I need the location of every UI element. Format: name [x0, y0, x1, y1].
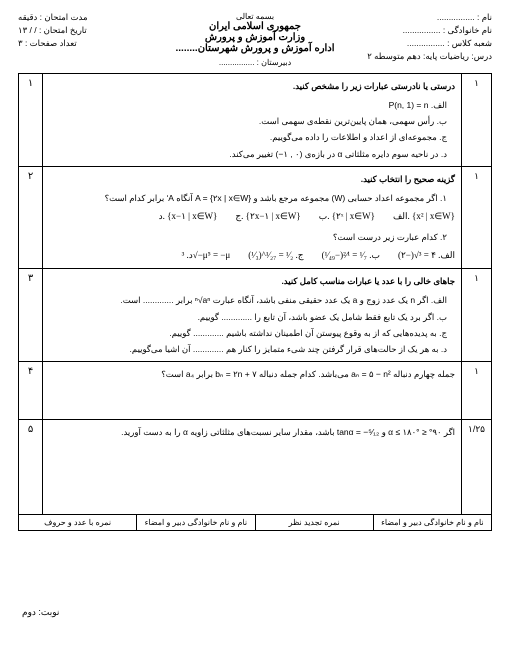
- opt: الف. {x² | x∈W}: [393, 208, 455, 225]
- score-cell: ۱/۲۵: [461, 420, 491, 515]
- content-cell: اگر ۹۰° ≤ α ≤ ۱۸۰° و tanα = −⁵⁄₁₂ باشد، …: [43, 420, 462, 515]
- content-cell: جمله چهارم دنباله aₙ = ۵ − n² می‌باشد. ک…: [43, 362, 462, 420]
- options-row: د. {x−۱ | x∈W} ج. {۲x−۱ | x∈W} ب. {۲ˣ | …: [49, 208, 455, 225]
- question-row-2: ۱ گزینه صحیح را انتخاب کنید. ۱. اگر مجمو…: [19, 166, 492, 269]
- footer-c2: نام و نام خانوادگی دبیر و امضاء: [136, 515, 254, 530]
- q-item: ب. اگر برد یک تابع فقط شامل یک عضو باشد،…: [49, 309, 447, 325]
- header: نام : نام خانوادگی : شعبه کلاس : درس: ری…: [18, 12, 492, 67]
- content-cell: جاهای خالی را با عدد یا عبارات مناسب کام…: [43, 269, 462, 362]
- content-cell: گزینه صحیح را انتخاب کنید. ۱. اگر مجموعه…: [43, 166, 462, 269]
- score-cell: ۱: [461, 166, 491, 269]
- num-cell: ۵: [19, 420, 43, 515]
- bismillah: بسمه تعالی: [175, 12, 334, 21]
- field-subject: درس: ریاضیات پایه: دهم متوسطه ۲: [352, 51, 492, 62]
- q-item: ج. به پدیده‌هایی که از به وقوع پیوستن آن…: [49, 325, 447, 341]
- header-left: مدت امتحان : دقیقه تاریخ امتحان : / / ۱۳…: [18, 12, 158, 67]
- opt: الف. ۴ = ³√(−۲): [398, 247, 455, 264]
- num-cell: ۲: [19, 166, 43, 269]
- opt: د. {x−۱ | x∈W}: [159, 208, 218, 225]
- num-cell: ۴: [19, 362, 43, 420]
- opt: ج. {۲x−۱ | x∈W}: [235, 208, 300, 225]
- q-title: گزینه صحیح را انتخاب کنید.: [49, 171, 455, 187]
- q-item: د. در ناحیه سوم دایره مثلثاتی α در بازه‌…: [49, 146, 447, 162]
- q-title: جاهای خالی را با عدد یا عبارات مناسب کام…: [49, 273, 455, 289]
- footer-row: نام و نام خانوادگی دبیر و امضاء نمره تجد…: [19, 515, 492, 531]
- q-text: اگر ۹۰° ≤ α ≤ ۱۸۰° و tanα = −⁵⁄₁₂ باشد، …: [49, 424, 455, 440]
- opt: ب. {۲ˣ | x∈W}: [319, 208, 375, 225]
- exam-table: ۱ درستی یا نادرستی عبارات زیر را مشخص کن…: [18, 73, 492, 531]
- header-right: نام : نام خانوادگی : شعبه کلاس : درس: ری…: [352, 12, 492, 67]
- question-row-1: ۱ درستی یا نادرستی عبارات زیر را مشخص کن…: [19, 74, 492, 167]
- num-cell: ۳: [19, 269, 43, 362]
- center-line-1: جمهوری اسلامی ایران: [175, 21, 334, 32]
- field-family: نام خانوادگی :: [352, 25, 492, 36]
- content-cell: درستی یا نادرستی عبارات زیر را مشخص کنید…: [43, 74, 462, 167]
- question-row-5: ۱/۲۵ اگر ۹۰° ≤ α ≤ ۱۸۰° و tanα = −⁵⁄₁₂ ب…: [19, 420, 492, 515]
- footer-c4: نام و نام خانوادگی دبیر و امضاء: [373, 515, 491, 530]
- field-name: نام :: [352, 12, 492, 23]
- field-date: تاریخ امتحان : / / ۱۳: [18, 25, 158, 36]
- q-item: د. به هر یک از حالت‌های قرار گرفتن چند ش…: [49, 341, 447, 357]
- question-row-4: ۱ جمله چهارم دنباله aₙ = ۵ − n² می‌باشد.…: [19, 362, 492, 420]
- opt: د. ³√−μ⁵ = −μ: [182, 247, 231, 264]
- footer-c3: نمره تجدید نظر: [255, 515, 373, 530]
- center-line-3: اداره آموزش و پرورش شهرستان........: [175, 43, 334, 54]
- field-pages: تعداد صفحات : ۳: [18, 38, 158, 49]
- q-item: الف. اگر n یک عدد زوج و a یک عدد حقیقی م…: [49, 292, 447, 308]
- score-cell: ۱: [461, 362, 491, 420]
- nobet-label: نوبت: دوم: [22, 607, 59, 618]
- header-center: بسمه تعالی جمهوری اسلامی ایران وزارت آمو…: [175, 12, 334, 67]
- q-part-prompt: ۱. اگر مجموعه اعداد حسابی (W) مجموعه مرج…: [49, 190, 447, 206]
- center-line-2: وزارت آموزش و پرورش: [175, 32, 334, 43]
- opt: ب. ¹⁄₇ = ²⁄¹(−¹⁄₄₉): [322, 247, 380, 264]
- q-item: ج. مجموعه‌ای از اعداد و اطلاعات را داده …: [49, 129, 447, 145]
- footer-c1: نمره با عدد و حروف: [19, 515, 136, 530]
- score-cell: ۱: [461, 74, 491, 167]
- q-text: جمله چهارم دنباله aₙ = ۵ − n² می‌باشد. ک…: [49, 366, 455, 382]
- score-cell: ۱: [461, 269, 491, 362]
- q-title: درستی یا نادرستی عبارات زیر را مشخص کنید…: [49, 78, 455, 94]
- field-duration: مدت امتحان : دقیقه: [18, 12, 158, 23]
- options-row: د. ³√−μ⁵ = −μ ج. ¹⁄₂ = ¹⁄₂₇^(¹⁄₃) ب. ¹⁄₇…: [49, 247, 455, 264]
- q-item: الف. P(n, 1) = n: [49, 97, 447, 113]
- opt: ج. ¹⁄₂ = ¹⁄₂₇^(¹⁄₃): [248, 247, 303, 264]
- q-part-prompt: ۲. کدام عبارت زیر درست است؟: [49, 229, 447, 245]
- q-item: ب. رأس سهمی، همان پایین‌ترین نقطه‌ی سهمی…: [49, 113, 447, 129]
- school: دبیرستان :: [175, 58, 334, 67]
- field-class: شعبه کلاس :: [352, 38, 492, 49]
- num-cell: ۱: [19, 74, 43, 167]
- question-row-3: ۱ جاهای خالی را با عدد یا عبارات مناسب ک…: [19, 269, 492, 362]
